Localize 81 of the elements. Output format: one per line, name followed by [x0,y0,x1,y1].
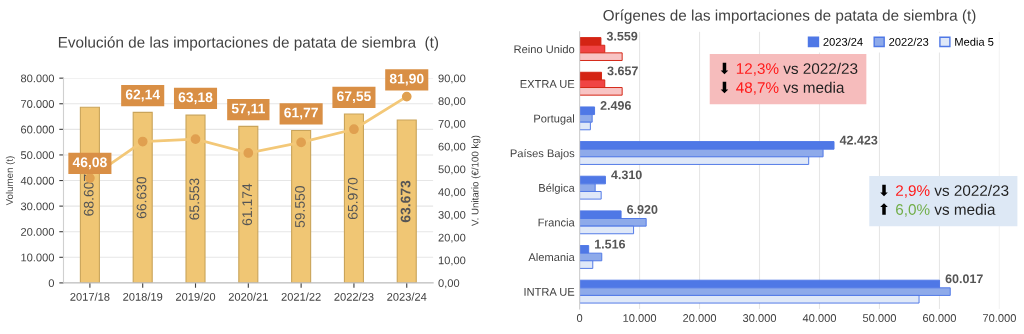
data-label: 3.559 [606,31,638,41]
x-tick-label: 2018/19 [123,292,163,301]
data-label: 67,55 [337,91,371,104]
y2-tick-label: 20,00 [438,233,466,243]
data-label: 42.423 [839,135,878,145]
data-label: 46,08 [72,157,107,170]
y-tick-label: 40.000 [20,176,55,185]
y2-tick-label: 30,00 [438,210,466,221]
x-tick-label: 20.000 [683,314,717,322]
x-tick-label: 2023/24 [387,292,427,301]
legend-label: 2022/23 [889,37,929,46]
y-tick-label: 10.000 [21,253,55,262]
legend-label: Media 5 [955,37,994,46]
y-tick-label: Francia [538,218,575,227]
x-tick-label: 40.000 [802,314,837,322]
x-tick-label: 2019/20 [175,292,216,301]
y-tick-label: 60.000 [21,125,55,134]
y2-tick-label: 10,00 [438,256,466,266]
x-tick-label: 10.000 [623,314,657,322]
data-label: 1.516 [595,239,626,249]
y-tick-label: INTRA UE [524,288,575,296]
chart-title: Evolución de las importaciones de patata de siembra (t) [58,36,439,51]
x-tick-label: 2017/18 [70,292,110,301]
data-label: 61,77 [284,107,318,120]
y2-tick-label: 50,00 [438,165,466,175]
data-label: 4.310 [611,170,642,180]
y-tick-label: 30.000 [20,202,55,211]
y2-tick-label: 80,00 [438,97,466,107]
data-label: 65.970 [347,177,358,220]
annotation: ⬇ 2,9% vs 2022/23 [880,184,1009,198]
y-tick-label: 80.000 [20,74,55,83]
y2-tick-label: 0,00 [438,279,460,289]
y2-axis-title: V. Unitario (€/100 kg) [471,135,481,226]
data-label: 59.550 [295,186,305,228]
y-tick-label: Reino Unido [514,45,575,54]
data-label: 60.017 [945,274,983,284]
x-tick-label: 60.000 [923,314,957,322]
x-tick-label: 50.000 [862,314,897,322]
data-label: 62,14 [125,89,161,102]
y-tick-label: Bélgica [539,183,575,195]
x-tick-label: 70.000 [983,314,1016,322]
data-label: 63.673 [400,180,411,223]
point [243,148,254,158]
point [190,134,201,145]
data-label: 63,18 [178,92,213,105]
chart-title: Orígenes de las importaciones de patata de siembra (t) [603,9,976,24]
y-tick-label: Portugal [534,114,574,125]
x-tick-label: 2021/22 [281,292,321,301]
y2-tick-label: 60,00 [438,142,466,152]
y2-tick-label: 40,00 [438,188,466,198]
y-tick-label: 70.000 [21,100,55,108]
data-label: 65.553 [189,178,200,220]
point [401,91,412,102]
point [137,136,148,147]
x-tick-label: 2020/21 [228,292,268,301]
data-label: 6.920 [627,205,658,214]
bar [396,119,417,283]
data-label: 61.174 [242,183,253,226]
legend-label: 2023/24 [823,37,863,46]
y2-tick-label: 70,00 [438,119,466,130]
data-label: 3.657 [607,66,638,76]
data-label: 81,90 [389,73,424,86]
y-tick-label: 20.000 [21,227,55,236]
data-label: 57,11 [231,103,265,116]
annotation: ⬇ 12,3% vs 2022/23 [720,62,858,76]
x-tick-label: 2022/23 [334,292,374,301]
y-tick-label: Países Bajos [510,148,575,160]
y-axis-title: Volumen (t) [5,156,15,206]
data-label: 66.630 [136,176,147,219]
point [296,137,306,148]
y-tick-label: EXTRA UE [520,80,575,88]
x-tick-label: 30.000 [742,314,777,322]
point [349,124,359,135]
data-label: 2.496 [600,101,631,110]
y-tick-label: Alemania [528,252,575,262]
annotation: ⬆ 6,0% vs media [880,203,996,217]
y-tick-label: 50.000 [20,151,55,160]
y-tick-label: 0 [48,279,55,288]
x-tick-label: 0 [576,314,583,322]
y2-tick-label: 90,00 [438,74,466,84]
annotation: ⬇ 48,7% vs media [720,81,845,95]
